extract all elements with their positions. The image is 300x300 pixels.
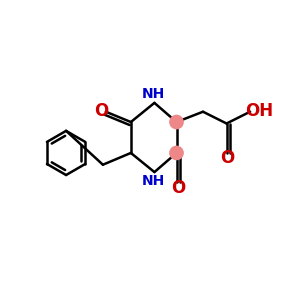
Text: O: O xyxy=(171,179,185,197)
Circle shape xyxy=(169,115,184,129)
Text: O: O xyxy=(94,101,109,119)
Text: O: O xyxy=(220,149,235,167)
Text: NH: NH xyxy=(141,87,165,101)
Text: NH: NH xyxy=(141,174,165,188)
Circle shape xyxy=(169,146,184,160)
Text: OH: OH xyxy=(245,102,273,120)
